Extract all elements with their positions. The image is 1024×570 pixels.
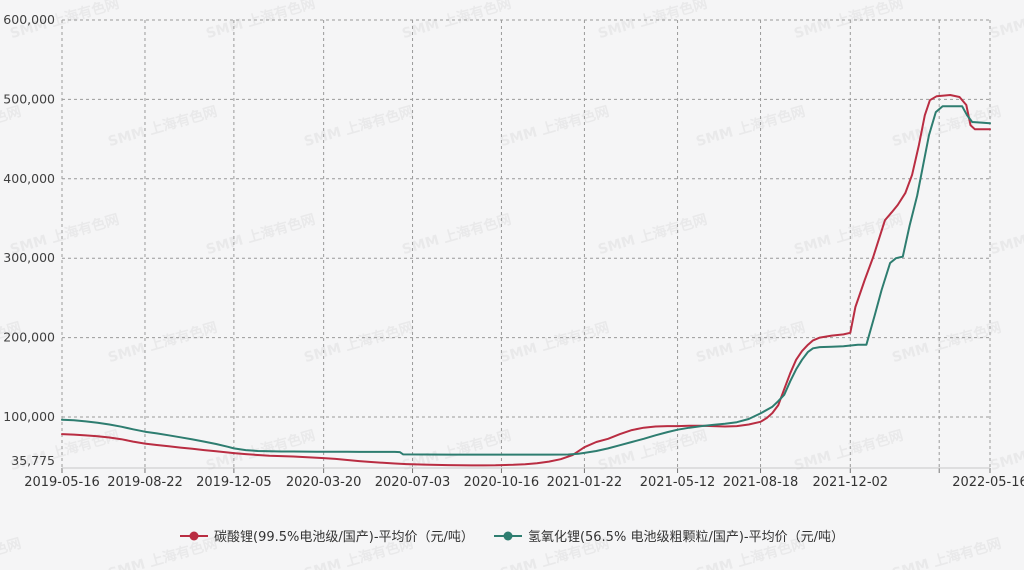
x-axis-tick-label: 2021-08-18 (723, 475, 799, 490)
y-axis-tick-label: 200,000 (3, 330, 55, 345)
series-marker-red (180, 531, 209, 540)
y-axis-tick-label: 100,000 (3, 409, 55, 424)
y-axis-tick-label: 500,000 (3, 91, 55, 106)
y-axis-tick-label: 35,775 (11, 453, 55, 468)
series-line-1 (61, 105, 991, 456)
legend-item-lithium-carbonate[interactable]: 碳酸锂(99.5%电池级/国产)-平均价（元/吨） (180, 526, 474, 545)
x-axis-tick-label: 2021-01-22 (547, 475, 623, 490)
x-axis-tick-label: 2019-08-22 (107, 475, 183, 490)
chart-legend: 碳酸锂(99.5%电池级/国产)-平均价（元/吨） 氢氧化锂(56.5% 电池级… (0, 526, 1024, 545)
x-axis-tick-label: 2019-12-05 (196, 475, 272, 490)
x-axis-tick-label: 2021-12-02 (813, 475, 889, 490)
x-axis-tick-label: 2021-05-12 (640, 475, 716, 490)
x-axis-tick-label: 2020-10-16 (464, 475, 540, 490)
x-axis-tick-label: 2020-07-03 (375, 475, 451, 490)
legend-label: 碳酸锂(99.5%电池级/国产)-平均价（元/吨） (214, 530, 474, 545)
price-trend-chart: 600,000 500,000 400,000 300,000 200,000 100,0… (3, 12, 1024, 490)
y-axis-tick-label: 300,000 (3, 250, 55, 265)
series-line-0 (61, 94, 991, 467)
chart-plot-area: 600,000 500,000 400,000 300,000 200,000 100,0… (3, 12, 1024, 490)
x-axis-tick-label: 2022-05-16 (952, 475, 1024, 490)
y-axis-tick-label: 600,000 (3, 12, 55, 27)
series-marker-teal (493, 531, 522, 540)
legend-item-lithium-hydroxide[interactable]: 氢氧化锂(56.5% 电池级粗颗粒/国产)-平均价（元/吨） (493, 526, 844, 545)
x-axis-tick-label: 2019-05-16 (24, 475, 100, 490)
y-axis-tick-label: 400,000 (3, 171, 55, 186)
legend-label: 氢氧化锂(56.5% 电池级粗颗粒/国产)-平均价（元/吨） (527, 530, 844, 545)
x-axis-tick-label: 2020-03-20 (286, 475, 362, 490)
